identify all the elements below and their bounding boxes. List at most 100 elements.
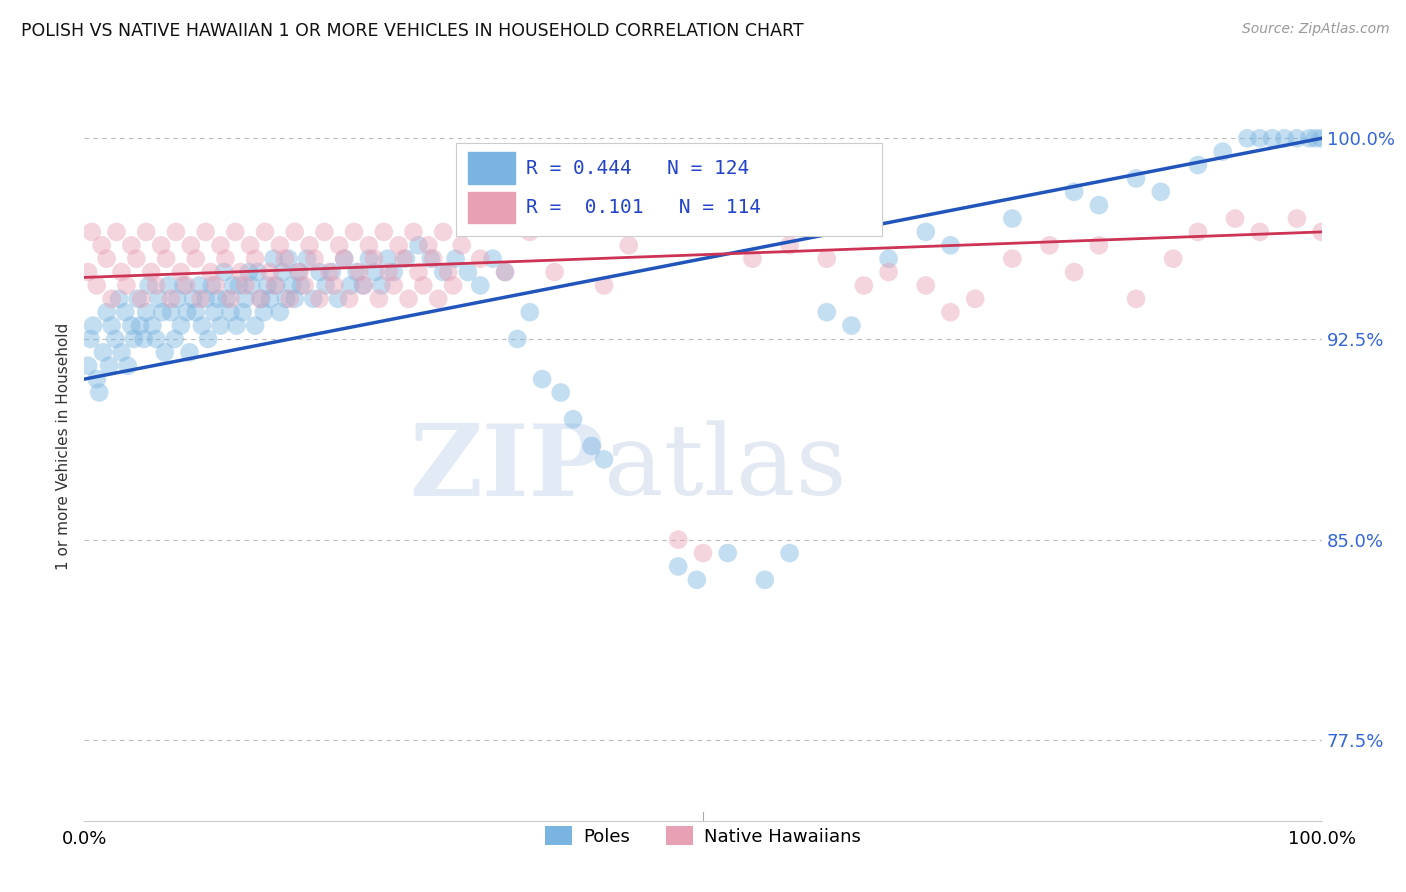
Text: ZIP: ZIP bbox=[409, 420, 605, 517]
Point bbox=[494, 265, 516, 279]
Point bbox=[1001, 252, 1024, 266]
Point bbox=[593, 278, 616, 293]
Point bbox=[315, 278, 337, 293]
Point bbox=[284, 292, 307, 306]
Point bbox=[176, 305, 198, 319]
Point bbox=[233, 278, 256, 293]
Point bbox=[82, 318, 104, 333]
Point bbox=[370, 278, 392, 293]
Point bbox=[1063, 265, 1085, 279]
Point bbox=[357, 252, 380, 266]
FancyBboxPatch shape bbox=[468, 153, 515, 184]
Point bbox=[225, 318, 247, 333]
Point bbox=[91, 345, 114, 359]
Point bbox=[259, 292, 281, 306]
Point bbox=[367, 292, 389, 306]
Point bbox=[188, 278, 211, 293]
Point bbox=[264, 278, 287, 293]
Point bbox=[441, 278, 464, 293]
Point bbox=[150, 238, 173, 252]
Point bbox=[201, 278, 224, 293]
Point bbox=[318, 265, 340, 279]
Point bbox=[562, 412, 585, 426]
Point bbox=[444, 252, 467, 266]
Point bbox=[263, 252, 285, 266]
Point bbox=[1223, 211, 1246, 226]
Point bbox=[779, 238, 801, 252]
Point bbox=[153, 345, 176, 359]
Point bbox=[914, 278, 936, 293]
Point bbox=[157, 278, 180, 293]
Point bbox=[100, 318, 122, 333]
Point bbox=[115, 278, 138, 293]
Point bbox=[363, 252, 385, 266]
Point bbox=[197, 332, 219, 346]
Point bbox=[352, 278, 374, 293]
Point bbox=[418, 238, 440, 252]
Point bbox=[224, 225, 246, 239]
Point bbox=[346, 265, 368, 279]
Point bbox=[939, 238, 962, 252]
Point bbox=[298, 238, 321, 252]
Point bbox=[519, 305, 541, 319]
Point bbox=[1187, 225, 1209, 239]
Point bbox=[180, 238, 202, 252]
Point bbox=[243, 252, 266, 266]
Point bbox=[550, 385, 572, 400]
Point bbox=[141, 318, 163, 333]
Point bbox=[209, 238, 232, 252]
Point bbox=[246, 265, 269, 279]
Point bbox=[202, 305, 225, 319]
Point bbox=[222, 278, 245, 293]
Point bbox=[150, 305, 173, 319]
Point bbox=[1187, 158, 1209, 172]
Point bbox=[89, 385, 111, 400]
Point bbox=[914, 225, 936, 239]
Point bbox=[155, 252, 177, 266]
Point bbox=[1285, 131, 1308, 145]
Point bbox=[373, 225, 395, 239]
Point bbox=[519, 225, 541, 239]
Point bbox=[79, 332, 101, 346]
Point bbox=[281, 278, 304, 293]
Point bbox=[470, 278, 492, 293]
Point bbox=[437, 265, 460, 279]
Point bbox=[170, 318, 193, 333]
Point bbox=[1212, 145, 1234, 159]
Point bbox=[181, 292, 204, 306]
Point bbox=[179, 345, 201, 359]
Point bbox=[692, 546, 714, 560]
Point bbox=[382, 278, 405, 293]
Point bbox=[250, 292, 273, 306]
Point bbox=[204, 278, 226, 293]
Point bbox=[90, 238, 112, 252]
Point bbox=[326, 292, 349, 306]
Point bbox=[877, 252, 900, 266]
Text: atlas: atlas bbox=[605, 421, 846, 516]
Point bbox=[233, 292, 256, 306]
FancyBboxPatch shape bbox=[468, 192, 515, 224]
Point bbox=[274, 252, 297, 266]
Point bbox=[166, 292, 188, 306]
Point bbox=[172, 278, 194, 293]
Point bbox=[506, 332, 529, 346]
Point bbox=[215, 292, 238, 306]
Text: Source: ZipAtlas.com: Source: ZipAtlas.com bbox=[1241, 22, 1389, 37]
Point bbox=[333, 252, 356, 266]
Point bbox=[531, 372, 554, 386]
Point bbox=[165, 225, 187, 239]
Point bbox=[243, 318, 266, 333]
Point bbox=[100, 292, 122, 306]
Text: R = 0.444   N = 124: R = 0.444 N = 124 bbox=[526, 159, 749, 178]
Point bbox=[160, 305, 183, 319]
Point bbox=[392, 252, 415, 266]
Point bbox=[191, 318, 214, 333]
Point bbox=[408, 265, 430, 279]
Point bbox=[1088, 198, 1111, 212]
Point bbox=[294, 278, 316, 293]
Point bbox=[228, 278, 250, 293]
Point bbox=[288, 265, 311, 279]
Point bbox=[593, 452, 616, 467]
Point bbox=[450, 238, 472, 252]
Point bbox=[1038, 238, 1060, 252]
